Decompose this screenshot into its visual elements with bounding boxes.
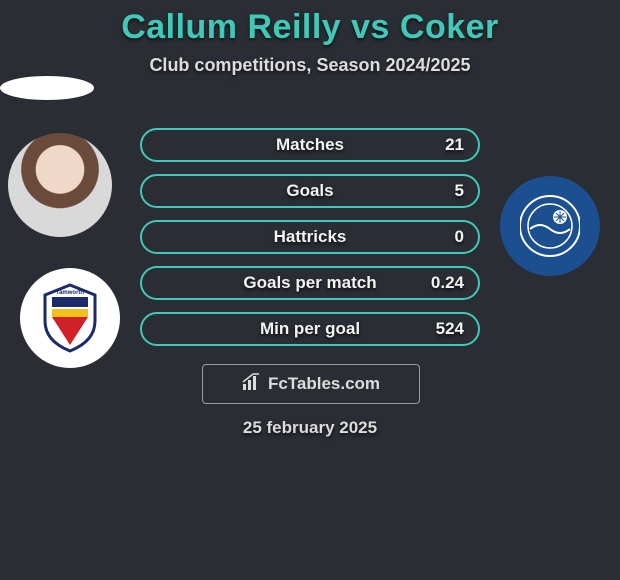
stat-label: Min per goal (142, 314, 478, 344)
stat-row: Hattricks 0 (140, 220, 480, 254)
stat-row: Matches 21 (140, 128, 480, 162)
stat-label: Goals per match (142, 268, 478, 298)
watermark: FcTables.com (202, 364, 420, 404)
svg-text:Tamworth: Tamworth (56, 290, 85, 296)
stat-row: Goals per match 0.24 (140, 266, 480, 300)
stat-value-right: 0 (455, 222, 464, 252)
chart-icon (242, 373, 262, 396)
player-left-avatar (8, 133, 112, 237)
stat-row: Min per goal 524 (140, 312, 480, 346)
player-right-avatar (0, 76, 94, 100)
club-right-badge (500, 176, 600, 276)
stats-panel: Matches 21 Goals 5 Hattricks 0 Goals per… (140, 128, 480, 358)
stat-label: Hattricks (142, 222, 478, 252)
date-label: 25 february 2025 (0, 418, 620, 438)
stat-value-right: 524 (436, 314, 464, 344)
shield-icon (520, 191, 580, 261)
page-title: Callum Reilly vs Coker (0, 8, 620, 47)
stat-value-right: 5 (455, 176, 464, 206)
stat-label: Goals (142, 176, 478, 206)
watermark-text: FcTables.com (268, 374, 380, 394)
stat-row: Goals 5 (140, 174, 480, 208)
stat-value-right: 0.24 (431, 268, 464, 298)
club-left-badge: Tamworth (20, 268, 120, 368)
stat-value-right: 21 (445, 130, 464, 160)
shield-icon: Tamworth (40, 283, 100, 353)
subtitle: Club competitions, Season 2024/2025 (0, 55, 620, 76)
stat-label: Matches (142, 130, 478, 160)
